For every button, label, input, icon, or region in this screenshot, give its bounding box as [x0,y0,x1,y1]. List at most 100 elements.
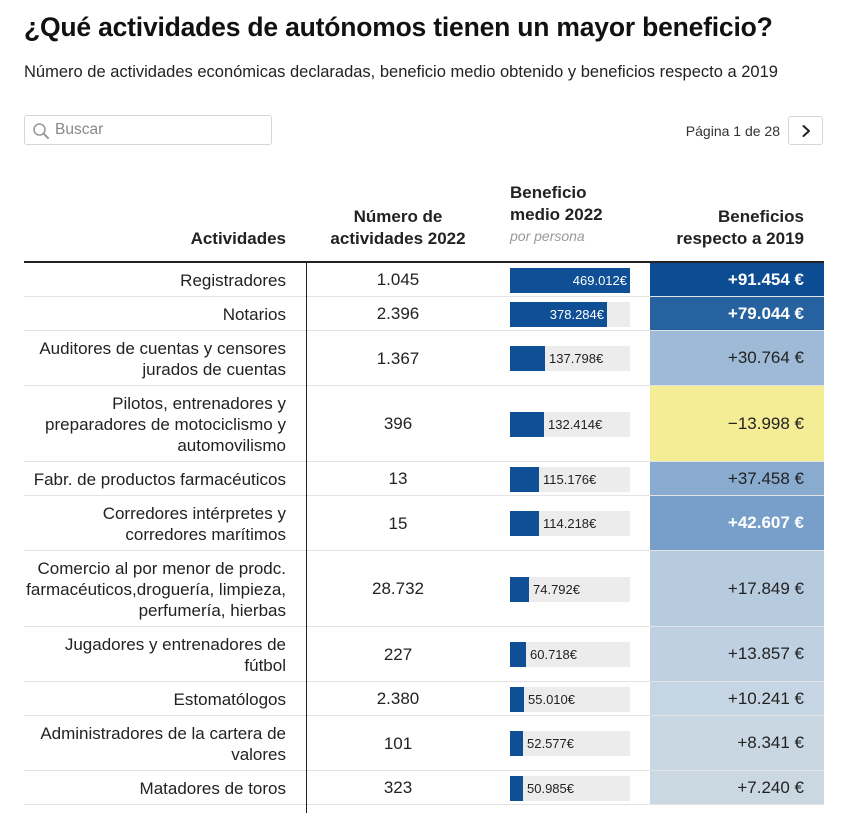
header-benefit-label: Beneficio medio 2022 [510,183,603,224]
benefit-bar-track: 137.798€ [510,346,630,371]
benefit-label: 60.718€ [530,647,577,662]
activity-cell: Comercio al por menor de prodc. farmacéu… [26,558,286,620]
chevron-right-icon [802,124,810,137]
header-count[interactable]: Número de actividades 2022 [330,207,466,248]
row-separator [24,770,824,771]
benefit-label: 114.218€ [543,516,597,531]
table-row: Pilotos, entrenadores y preparadores de … [0,386,867,462]
table-row: Estomatólogos 2.380 55.010€ +10.241 € [0,682,867,716]
table-row: Notarios 2.396 378.284€ +79.044 € [0,297,867,331]
count-cell: 28.732 [372,579,424,598]
change-cell: +17.849 € [650,551,824,626]
benefit-label: 115.176€ [543,471,597,487]
column-divider [306,263,307,813]
change-cell: +42.607 € [650,496,824,550]
table-row: Matadores de toros 323 50.985€ +7.240 € [0,771,867,805]
row-separator [24,715,824,716]
benefit-bar-track: 55.010€ [510,686,630,712]
row-separator [24,296,824,297]
search-box[interactable] [24,115,272,145]
benefit-label: 55.010€ [528,691,575,707]
benefit-bar [510,267,630,293]
benefit-bar-track: 469.012€ [510,267,630,293]
row-separator [24,550,824,551]
row-separator [24,804,824,805]
change-cell: +7.240 € [650,771,824,804]
benefit-bar-track: 60.718€ [510,642,630,667]
activity-cell: Auditores de cuentas y censores jurados … [39,338,286,379]
search-input[interactable] [55,116,265,144]
count-cell: 15 [388,513,408,533]
change-cell: +30.764 € [650,331,824,385]
row-separator [24,626,824,627]
benefit-label: 469.012€ [572,272,627,288]
benefit-label: 132.414€ [548,416,603,432]
benefit-label: 137.798€ [549,351,604,366]
table-row: Auditores de cuentas y censores jurados … [0,331,867,386]
header-benefit-sublabel: por persona [510,228,585,244]
count-cell: 1.045 [376,270,420,289]
activity-cell: Registradores [180,270,286,290]
table-row: Corredores intérpretes y corredores marí… [0,496,867,551]
benefit-bar [510,775,523,801]
change-cell: +79.044 € [650,297,824,330]
count-cell: 2.396 [376,304,420,323]
benefit-label: 378.284€ [549,306,604,322]
benefit-bar-track: 115.176€ [510,466,630,492]
change-cell: +91.454 € [650,263,824,296]
row-separator [24,385,824,386]
header-divider [24,261,824,263]
benefit-bar [510,411,544,437]
page-subtitle: Número de actividades económicas declara… [24,63,778,81]
activity-cell: Jugadores y entrenadores de fútbol [64,634,286,675]
benefit-bar-track: 74.792€ [510,576,630,602]
table-header: Actividades Número de actividades 2022 B… [0,180,867,262]
change-cell: +8.341 € [650,716,824,770]
row-separator [24,495,824,496]
header-benefit[interactable]: Beneficio medio 2022 por persona [510,182,640,245]
benefit-bar-track: 132.414€ [510,411,630,437]
change-cell: +37.458 € [650,462,824,495]
count-cell: 13 [388,469,408,488]
benefit-label: 50.985€ [527,780,574,796]
change-cell: −13.998 € [650,386,824,461]
row-separator [24,330,824,331]
benefit-bar [510,511,539,536]
count-cell: 227 [383,644,413,664]
benefit-bar [510,642,526,667]
activity-cell: Estomatólogos [173,689,286,709]
change-cell: +13.857 € [650,627,824,681]
count-cell: 1.367 [376,348,420,368]
activity-cell: Pilotos, entrenadores y preparadores de … [45,393,286,455]
benefit-bar [510,346,545,371]
activity-cell: Administradores de la cartera de valores [40,723,286,764]
table-row: Comercio al por menor de prodc. farmacéu… [0,551,867,627]
benefit-bar-track: 50.985€ [510,775,630,801]
row-separator [24,681,824,682]
pagination-label: Página 1 de 28 [685,123,780,139]
activity-cell: Matadores de toros [139,778,286,798]
benefit-bar-track: 114.218€ [510,511,630,536]
benefit-bar [510,466,539,492]
table-body: Registradores 1.045 469.012€ +91.454 € Notar… [0,263,867,805]
benefit-bar-track: 52.577€ [510,731,630,756]
count-cell: 323 [383,778,413,797]
count-cell: 396 [383,414,413,433]
activity-cell: Corredores intérpretes y corredores marí… [102,503,286,544]
header-change[interactable]: Beneficios respecto a 2019 [676,207,804,248]
benefit-bar-track: 378.284€ [510,301,630,327]
search-icon [33,123,49,139]
benefit-bar [510,301,607,327]
benefit-label: 52.577€ [527,736,574,751]
header-activity[interactable]: Actividades [190,229,286,248]
table-row: Registradores 1.045 469.012€ +91.454 € [0,263,867,297]
table-row: Fabr. de productos farmacéuticos 13 115.17… [0,462,867,496]
activity-cell: Notarios [222,304,286,324]
benefit-bar [510,576,529,602]
change-cell: +10.241 € [650,682,824,715]
benefit-label: 74.792€ [533,581,580,597]
next-page-button[interactable] [788,116,823,145]
table-row: Administradores de la cartera de valores… [0,716,867,771]
page-title: ¿Qué actividades de autónomos tienen un … [24,12,773,42]
table-row: Jugadores y entrenadores de fútbol 227 60.… [0,627,867,682]
